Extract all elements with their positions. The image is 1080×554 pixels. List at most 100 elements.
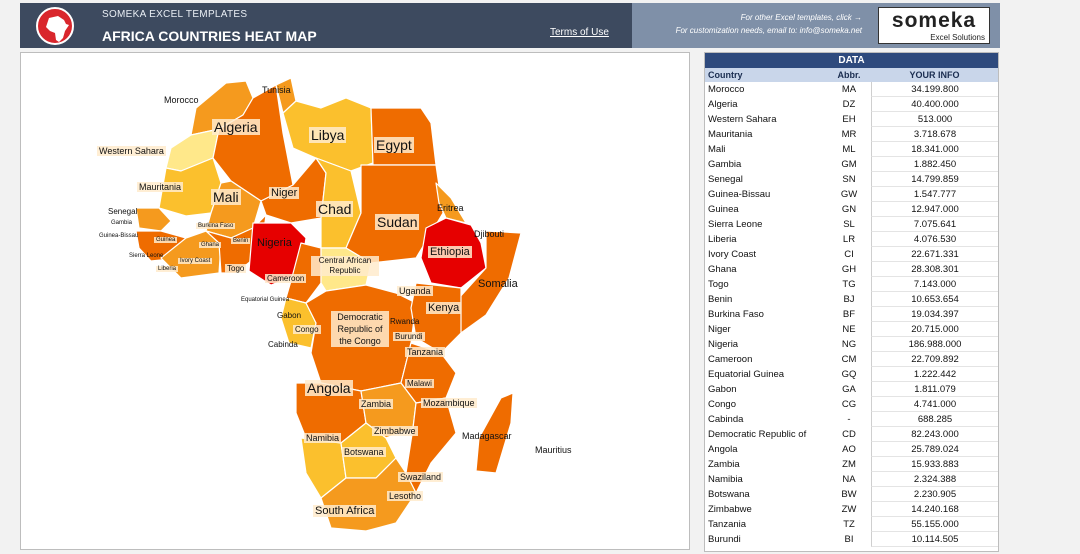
table-row[interactable]: Mali ML 18.341.000 <box>705 142 998 157</box>
cell-your-info-input[interactable]: 15.933.883 <box>871 457 998 472</box>
cell-your-info-input[interactable]: 1.882.450 <box>871 157 998 172</box>
cell-your-info-input[interactable]: 18.341.000 <box>871 142 998 157</box>
table-row[interactable]: Namibia NA 2.324.388 <box>705 472 998 487</box>
map-label-algeria: Algeria <box>212 119 260 135</box>
table-row[interactable]: Western Sahara EH 513.000 <box>705 112 998 127</box>
table-row[interactable]: Botswana BW 2.230.905 <box>705 487 998 502</box>
table-row[interactable]: Algeria DZ 40.400.000 <box>705 97 998 112</box>
map-region-senegal[interactable] <box>135 207 172 232</box>
map-label-botswana: Botswana <box>342 447 386 457</box>
cell-your-info-input[interactable]: 22.671.331 <box>871 247 998 262</box>
cell-your-info-input[interactable]: 25.789.024 <box>871 442 998 457</box>
cell-country: Togo <box>708 279 729 290</box>
table-row[interactable]: Gambia GM 1.882.450 <box>705 157 998 172</box>
table-row[interactable]: Guinea GN 12.947.000 <box>705 202 998 217</box>
cell-country: Liberia <box>708 234 737 245</box>
cell-your-info-input[interactable]: 513.000 <box>871 112 998 127</box>
someka-logo[interactable]: someka Excel Solutions <box>878 7 990 44</box>
terms-of-use-link[interactable]: Terms of Use <box>550 27 609 38</box>
cell-your-info-input[interactable]: 1.222.442 <box>871 367 998 382</box>
cell-abbr: ZM <box>842 459 856 470</box>
templates-promo-link[interactable]: For other Excel templates, click → <box>740 13 862 22</box>
map-label-gambia: Gambia <box>111 220 133 226</box>
table-row[interactable]: Tanzania TZ 55.155.000 <box>705 517 998 532</box>
cell-your-info-input[interactable]: 10.653.654 <box>871 292 998 307</box>
table-row[interactable]: Equatorial Guinea GQ 1.222.442 <box>705 367 998 382</box>
cell-your-info-input[interactable]: 82.243.000 <box>871 427 998 442</box>
table-row[interactable]: Senegal SN 14.799.859 <box>705 172 998 187</box>
map-label-rwanda: Rwanda <box>390 317 420 326</box>
map-label-swaziland: Swaziland <box>398 472 444 482</box>
cell-abbr: GN <box>841 204 857 215</box>
cell-your-info-input[interactable]: 28.308.301 <box>871 262 998 277</box>
table-row[interactable]: Ivory Coast CI 22.671.331 <box>705 247 998 262</box>
cell-your-info-input[interactable]: 14.799.859 <box>871 172 998 187</box>
cell-country: Cabinda <box>708 414 744 425</box>
table-row[interactable]: Zimbabwe ZW 14.240.168 <box>705 502 998 517</box>
africa-map-svg <box>135 77 522 532</box>
table-row[interactable]: Congo CG 4.741.000 <box>705 397 998 412</box>
cell-your-info-input[interactable]: 19.034.397 <box>871 307 998 322</box>
cell-your-info-input[interactable]: 12.947.000 <box>871 202 998 217</box>
cell-your-info-input[interactable]: 2.324.388 <box>871 472 998 487</box>
table-row[interactable]: Burkina Faso BF 19.034.397 <box>705 307 998 322</box>
cell-your-info-input[interactable]: 34.199.800 <box>871 82 998 97</box>
cell-abbr: CD <box>842 429 856 440</box>
table-row[interactable]: Angola AO 25.789.024 <box>705 442 998 457</box>
table-row[interactable]: Democratic Republic of CD 82.243.000 <box>705 427 998 442</box>
cell-your-info-input[interactable]: 3.718.678 <box>871 127 998 142</box>
table-row[interactable]: Morocco MA 34.199.800 <box>705 82 998 97</box>
cell-your-info-input[interactable]: 40.400.000 <box>871 97 998 112</box>
cell-country: Tanzania <box>708 519 747 530</box>
cell-your-info-input[interactable]: 55.155.000 <box>871 517 998 532</box>
map-region-somalia[interactable] <box>458 230 522 334</box>
cell-your-info-input[interactable]: 7.075.641 <box>871 217 998 232</box>
cell-country: Benin <box>708 294 733 305</box>
cell-abbr: GW <box>840 189 858 200</box>
table-row[interactable]: Liberia LR 4.076.530 <box>705 232 998 247</box>
map-label-kenya: Kenya <box>426 302 462 314</box>
cell-your-info-input[interactable]: 4.741.000 <box>871 397 998 412</box>
table-row[interactable]: Burundi BI 10.114.505 <box>705 532 998 547</box>
brand-name: someka <box>891 9 977 32</box>
table-row[interactable]: Sierra Leone SL 7.075.641 <box>705 217 998 232</box>
cell-your-info-input[interactable]: 186.988.000 <box>871 337 998 352</box>
table-row[interactable]: Cabinda - 688.285 <box>705 412 998 427</box>
map-label-chad: Chad <box>316 201 354 217</box>
map-label-sierra-leone: Sierra Leone <box>129 253 164 259</box>
table-row[interactable]: Zambia ZM 15.933.883 <box>705 457 998 472</box>
table-row[interactable]: Benin BJ 10.653.654 <box>705 292 998 307</box>
cell-country: Zimbabwe <box>708 504 752 515</box>
table-row[interactable]: Togo TG 7.143.000 <box>705 277 998 292</box>
cell-abbr: TG <box>842 279 856 290</box>
cell-country: Namibia <box>708 474 743 485</box>
cell-your-info-input[interactable]: 1.547.777 <box>871 187 998 202</box>
cell-country: Nigeria <box>708 339 739 350</box>
table-row[interactable]: Nigeria NG 186.988.000 <box>705 337 998 352</box>
table-row[interactable]: Ghana GH 28.308.301 <box>705 262 998 277</box>
cell-your-info-input[interactable]: 688.285 <box>871 412 998 427</box>
cell-your-info-input[interactable]: 22.709.892 <box>871 352 998 367</box>
cell-your-info-input[interactable]: 14.240.168 <box>871 502 998 517</box>
cell-abbr: CI <box>844 249 854 260</box>
cell-your-info-input[interactable]: 1.811.079 <box>871 382 998 397</box>
map-label-tanzania: Tanzania <box>405 347 446 357</box>
table-row[interactable]: Cameroon CM 22.709.892 <box>705 352 998 367</box>
table-row[interactable]: Mauritania MR 3.718.678 <box>705 127 998 142</box>
cell-abbr: GH <box>841 264 857 275</box>
cell-your-info-input[interactable]: 7.143.000 <box>871 277 998 292</box>
cell-abbr: SL <box>843 219 855 230</box>
data-table-header: Country Abbr. YOUR INFO <box>705 68 998 82</box>
map-label-namibia: Namibia <box>304 433 342 443</box>
cell-your-info-input[interactable]: 20.715.000 <box>871 322 998 337</box>
map-label-senegal: Senegal <box>108 207 138 216</box>
table-row[interactable]: Gabon GA 1.811.079 <box>705 382 998 397</box>
cell-abbr: LR <box>842 234 856 245</box>
cell-your-info-input[interactable]: 2.230.905 <box>871 487 998 502</box>
map-region-algeria[interactable] <box>212 84 294 202</box>
cell-your-info-input[interactable]: 10.114.505 <box>871 532 998 547</box>
table-row[interactable]: Guinea-Bissau GW 1.547.777 <box>705 187 998 202</box>
cell-your-info-input[interactable]: 4.076.530 <box>871 232 998 247</box>
map-region-madagascar[interactable] <box>475 392 514 474</box>
table-row[interactable]: Niger NE 20.715.000 <box>705 322 998 337</box>
